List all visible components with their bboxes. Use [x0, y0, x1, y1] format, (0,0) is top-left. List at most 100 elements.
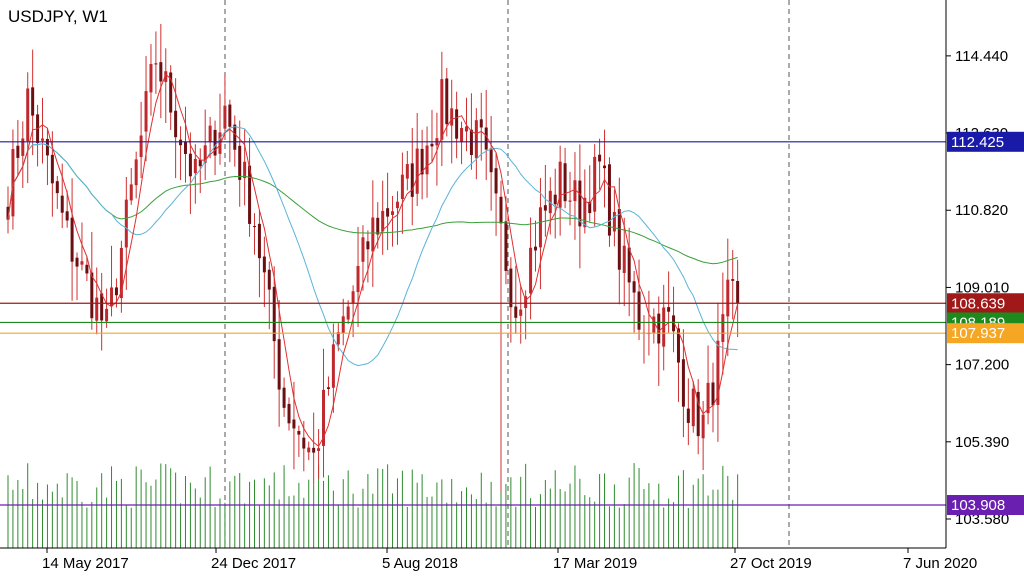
- candle-body: [188, 153, 192, 177]
- candle-body: [464, 126, 468, 132]
- candle-body: [50, 154, 54, 184]
- candle-body: [622, 245, 626, 273]
- candle-body: [736, 280, 740, 304]
- candle-body: [233, 124, 237, 150]
- y-tick-label: 105.390: [955, 434, 1009, 451]
- candle-body: [504, 221, 508, 271]
- candle-body: [657, 313, 661, 344]
- candle-body: [410, 163, 414, 197]
- candle-body: [445, 78, 449, 125]
- candle-body: [514, 306, 518, 318]
- candle-body: [129, 184, 133, 201]
- candle-body: [105, 308, 109, 322]
- candle-body: [691, 388, 695, 427]
- candle-body: [169, 72, 173, 113]
- candle-body: [262, 256, 266, 273]
- candle-body: [31, 87, 35, 116]
- candle-body: [676, 328, 680, 363]
- candle-body: [534, 246, 538, 251]
- y-tick-label: 107.200: [955, 357, 1009, 374]
- candle-body: [701, 414, 705, 439]
- candle-body: [371, 217, 375, 252]
- candle-body: [386, 208, 390, 217]
- candle-body: [272, 286, 276, 342]
- candle-body: [603, 165, 607, 169]
- candle-body: [494, 168, 498, 194]
- candle-body: [405, 164, 409, 179]
- candle-body: [672, 315, 676, 332]
- y-tick-label: 109.010: [955, 279, 1009, 296]
- candle-body: [124, 199, 128, 248]
- candle-body: [198, 159, 202, 167]
- candle-body: [652, 316, 656, 333]
- candle-body: [119, 247, 123, 299]
- volume-bars: [7, 463, 739, 548]
- candle-body: [366, 241, 370, 250]
- level-tag-label-4: 103.908: [951, 497, 1005, 514]
- candle-body: [479, 119, 483, 128]
- candle-body: [681, 359, 685, 407]
- candle-body: [706, 382, 710, 414]
- candle-body: [85, 264, 89, 274]
- candle-body: [322, 389, 326, 446]
- candle-body: [11, 149, 15, 217]
- horizontal-levels[interactable]: [0, 141, 946, 506]
- chart-title: USDJPY, W1: [8, 7, 108, 26]
- candle-body: [563, 163, 567, 202]
- y-tick-label: 114.440: [955, 48, 1008, 65]
- candle-body: [440, 79, 444, 140]
- candle-body: [60, 195, 64, 213]
- candle-body: [460, 128, 464, 142]
- candle-body: [55, 181, 59, 194]
- level-tag-bg-3: [947, 323, 1024, 344]
- candle-body: [257, 223, 261, 259]
- candle-body: [307, 447, 311, 453]
- candle-body: [302, 437, 306, 449]
- ma-slow-line: [7, 143, 738, 265]
- candle-body: [553, 194, 557, 205]
- candle-body: [524, 296, 528, 309]
- candle-body: [543, 205, 547, 211]
- candle-body: [509, 268, 513, 308]
- y-tick-label: 110.820: [955, 202, 1008, 219]
- x-axis-ticks: 14 May 2017 24 Dec 2017 5 Aug 2018 17 Mar 2…: [42, 548, 977, 572]
- candle-body: [529, 247, 533, 294]
- candle-body: [16, 145, 20, 158]
- candle-body: [213, 129, 217, 156]
- candle-body: [95, 297, 99, 321]
- candle-body: [400, 174, 404, 200]
- candle-body: [248, 165, 252, 224]
- candle-body: [282, 387, 286, 408]
- candle-body: [164, 71, 168, 82]
- ma-fast-line: [7, 73, 739, 448]
- candle-body: [415, 148, 419, 194]
- candle-body: [312, 447, 316, 453]
- candle-body: [617, 209, 621, 270]
- candle-body: [731, 279, 735, 281]
- axes: [0, 0, 947, 549]
- candle-body: [174, 110, 178, 138]
- candle-body: [70, 217, 74, 262]
- candle-body: [326, 387, 330, 389]
- level-tag-label-1: 108.639: [951, 295, 1005, 312]
- candle-body: [267, 269, 271, 290]
- x-tick-label: 17 Mar 2019: [553, 555, 637, 572]
- candle-body: [726, 279, 730, 317]
- candle-body: [154, 63, 158, 65]
- candle-body: [193, 158, 197, 174]
- candle-body: [114, 287, 118, 296]
- candle-body: [381, 210, 385, 232]
- candle-body: [26, 88, 30, 142]
- candle-body: [183, 141, 187, 154]
- candle-body: [696, 391, 700, 437]
- candle-body: [218, 132, 222, 154]
- candle-body: [420, 148, 424, 175]
- x-tick-label: 7 Jun 2020: [903, 555, 977, 572]
- candle-body: [292, 419, 296, 429]
- candle-body: [80, 261, 84, 265]
- candle-body: [455, 109, 459, 139]
- level-tag-label-3: 107.937: [951, 325, 1005, 342]
- x-tick-label: 24 Dec 2017: [211, 555, 296, 572]
